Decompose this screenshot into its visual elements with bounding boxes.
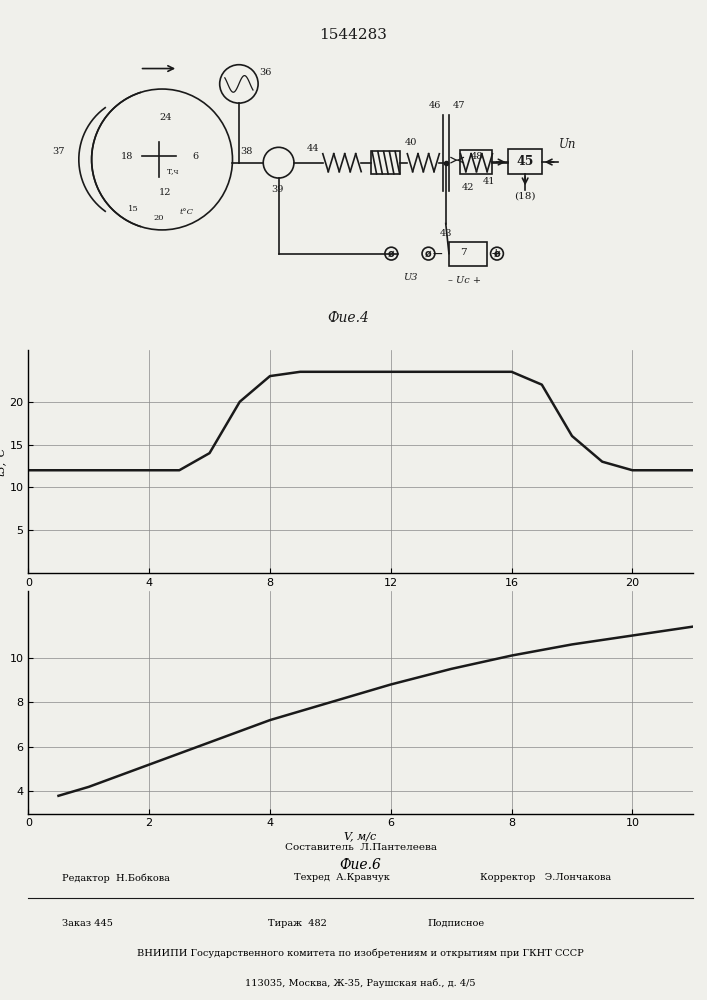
Text: Техред  А.Кравчук: Техред А.Кравчук: [294, 873, 390, 882]
Text: 7: 7: [460, 248, 467, 257]
Text: ø: ø: [425, 249, 432, 259]
Text: 37: 37: [52, 147, 64, 156]
Text: U3: U3: [403, 273, 418, 282]
Text: Подписное: Подписное: [427, 919, 484, 928]
Text: 44: 44: [307, 144, 320, 153]
X-axis label: T, ч: T, ч: [351, 591, 370, 601]
X-axis label: V, м/с: V, м/с: [344, 831, 377, 841]
Text: ø: ø: [388, 249, 395, 259]
Text: 41: 41: [483, 177, 496, 186]
Text: −: −: [431, 247, 443, 261]
Text: 12: 12: [159, 188, 172, 197]
Text: 18: 18: [121, 152, 133, 161]
Text: Тираж  482: Тираж 482: [267, 919, 327, 928]
Text: Фие.4: Фие.4: [327, 311, 368, 325]
Text: Фие.5: Фие.5: [339, 618, 382, 632]
Bar: [508, 149, 542, 174]
Text: 42: 42: [462, 183, 474, 192]
Text: 38: 38: [240, 147, 253, 156]
Text: +: +: [491, 247, 502, 260]
Bar: [370, 151, 399, 174]
Text: (18): (18): [515, 191, 536, 200]
Text: 40: 40: [404, 138, 416, 147]
Text: Корректор   Э.Лончакова: Корректор Э.Лончакова: [480, 873, 612, 882]
Text: Составитель  Л.Пантелеева: Составитель Л.Пантелеева: [285, 843, 436, 852]
Text: 24: 24: [159, 113, 172, 122]
Text: ВНИИПИ Государственного комитета по изобретениям и открытиям при ГКНТ СССР: ВНИИПИ Государственного комитета по изоб…: [137, 949, 584, 958]
Text: Редактор  Н.Бобкова: Редактор Н.Бобкова: [62, 873, 170, 883]
Text: 1544283: 1544283: [320, 28, 387, 42]
Text: 47: 47: [452, 101, 464, 110]
Text: Uп: Uп: [559, 138, 576, 151]
Text: t°С: t°С: [180, 208, 194, 216]
Text: Фие.6: Фие.6: [339, 858, 382, 872]
Bar: [460, 150, 493, 174]
Text: – Uс +: – Uс +: [448, 276, 481, 285]
Text: 15: 15: [128, 205, 139, 213]
Text: 6: 6: [192, 152, 199, 161]
Text: 46: 46: [428, 101, 441, 110]
Text: 36: 36: [259, 68, 272, 77]
Text: 113035, Москва, Ж-35, Раушская наб., д. 4/5: 113035, Москва, Ж-35, Раушская наб., д. …: [245, 979, 476, 988]
Y-axis label: t3,°C: t3,°C: [0, 447, 6, 476]
Text: ø: ø: [493, 249, 501, 259]
Text: Т,ч: Т,ч: [168, 167, 180, 175]
Text: 20: 20: [153, 214, 164, 222]
Text: Заказ 445: Заказ 445: [62, 919, 112, 928]
Text: 48: 48: [470, 152, 483, 161]
Bar: [449, 242, 487, 266]
Text: 39: 39: [271, 185, 284, 194]
Text: 43: 43: [440, 229, 452, 238]
Text: 45: 45: [516, 155, 534, 168]
